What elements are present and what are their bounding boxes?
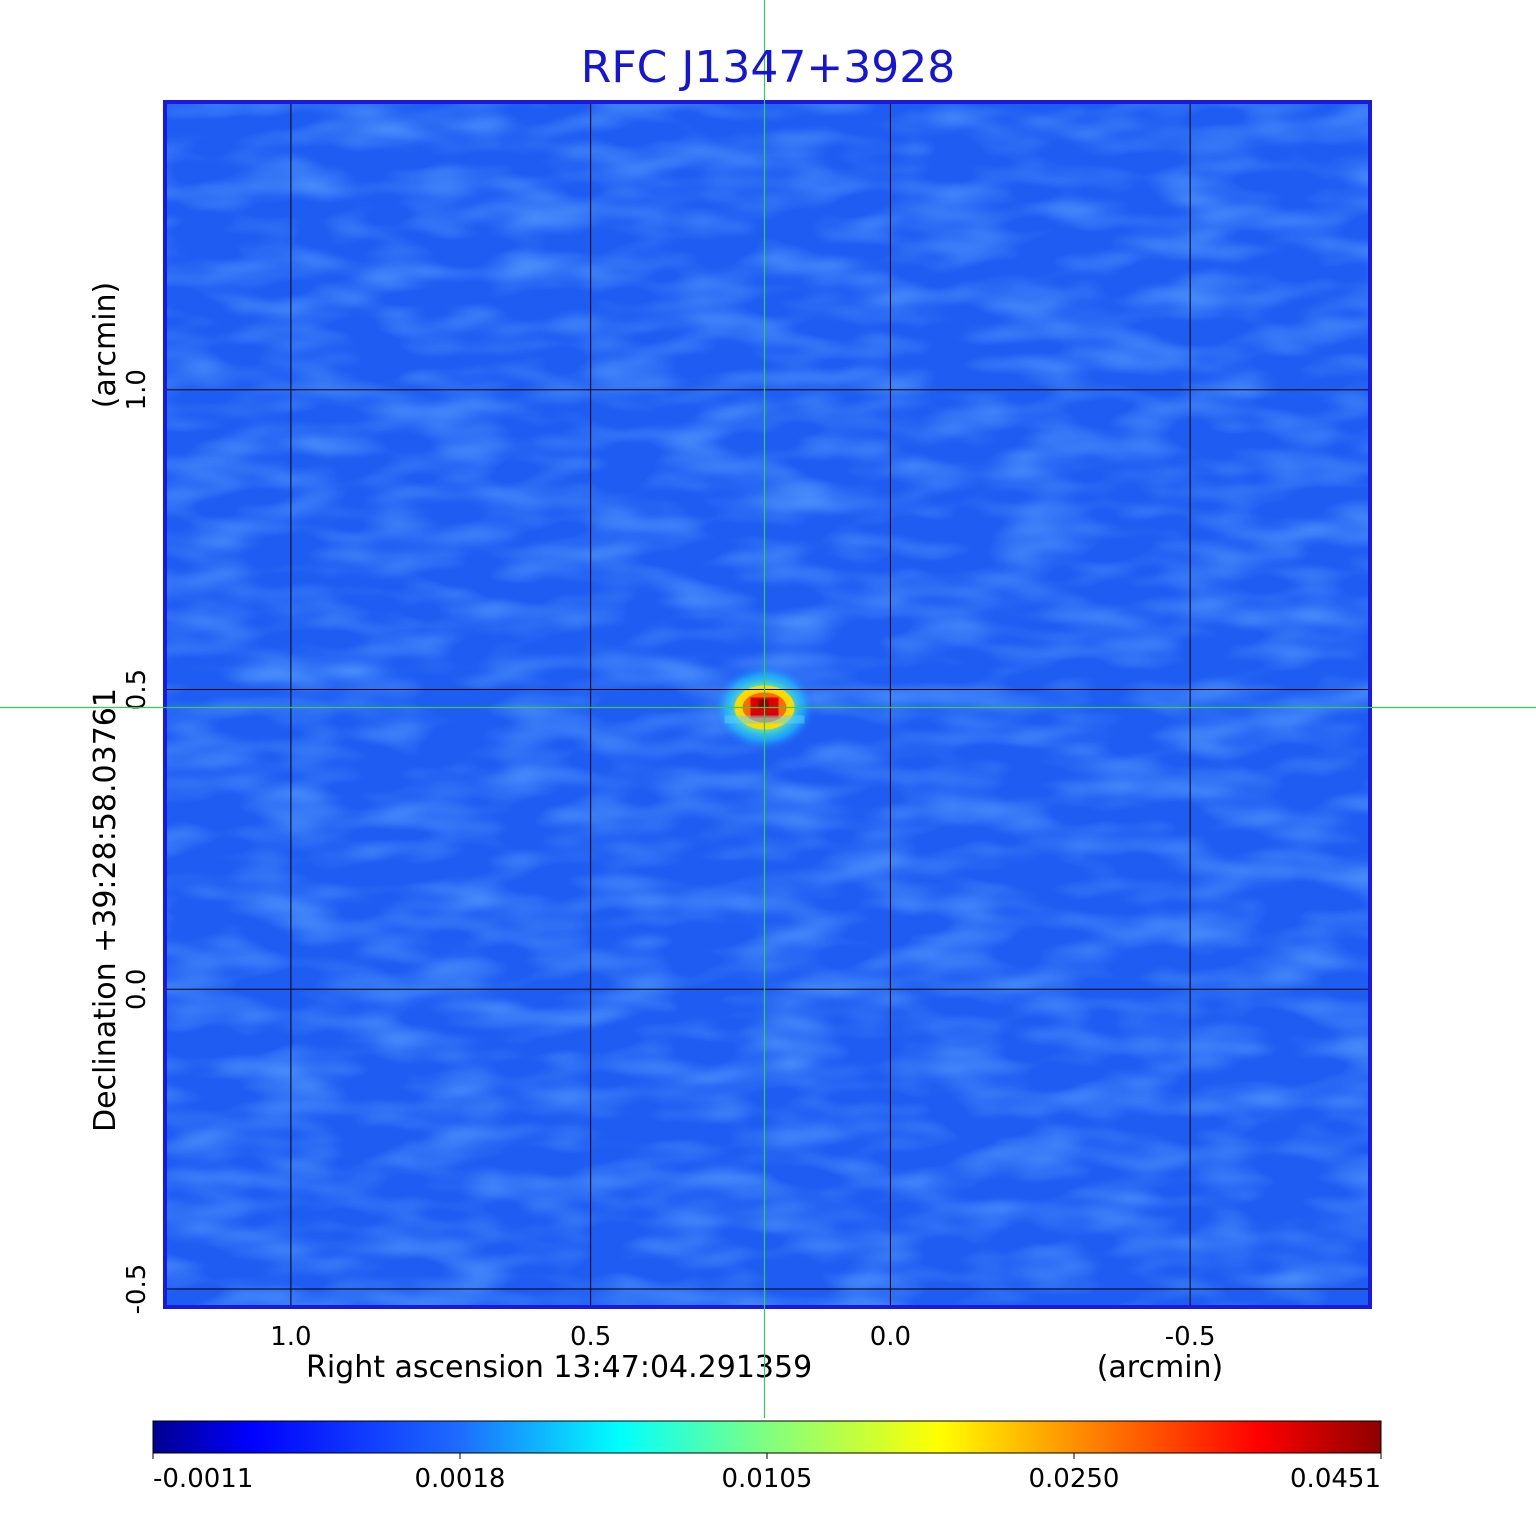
source-peak-pixel [758,699,769,709]
chart-title: RFC J1347+3928 [580,42,956,93]
plot-frame [163,100,1372,1309]
colorbar-tick-label-1: 0.0018 [415,1464,506,1494]
x-tick-label-2: 0.0 [870,1322,911,1352]
x-axis-unit: (arcmin) [1097,1350,1224,1385]
colorbar-tick-label-4: 0.0451 [1290,1464,1381,1494]
y-tick-label-2: 0.0 [122,969,152,1010]
x-tick-label-1: 0.5 [570,1322,611,1352]
x-tick-label-3: -0.5 [1165,1322,1216,1352]
colorbar [152,1420,1382,1454]
y-tick-label-3: -0.5 [122,1264,152,1315]
colorbar-tick-label-0: -0.0011 [153,1464,253,1494]
x-tick-label-0: 1.0 [270,1322,311,1352]
y-tick-label-1: 0.5 [122,669,152,710]
x-axis-label: Right ascension 13:47:04.291359 [306,1350,812,1385]
y-axis-label: Declination +39:28:58.03761 [88,688,123,1132]
colorbar-tick-label-2: 0.0105 [722,1464,813,1494]
colorbar-tick-label-3: 0.0250 [1029,1464,1120,1494]
y-tick-label-0: 1.0 [122,369,152,410]
y-axis-unit: (arcmin) [88,282,123,409]
